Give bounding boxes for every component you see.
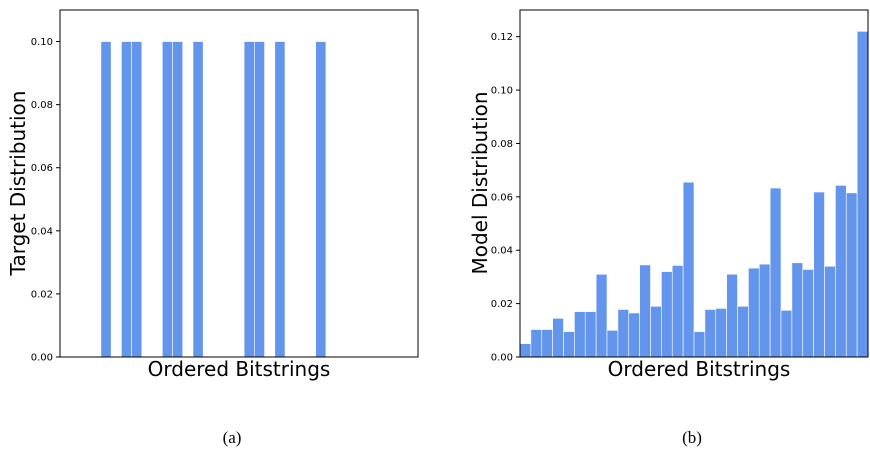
bar-b-5 — [574, 311, 586, 358]
bar-a-4 — [100, 41, 112, 358]
bar-b-24 — [780, 309, 793, 358]
bar-b-19 — [726, 273, 738, 358]
bar-b-1 — [530, 329, 543, 358]
y-tick-label-a-2: 0.04 — [31, 226, 53, 237]
bar-a-11 — [172, 41, 184, 358]
y-tick-label-b-3: 0.06 — [491, 192, 513, 203]
bar-b-31 — [856, 31, 869, 358]
panel-a-bars — [100, 41, 327, 358]
bar-b-23 — [769, 187, 782, 358]
panel-b-y-axis-label: Model Distribution — [468, 91, 492, 274]
bar-b-3 — [552, 317, 564, 358]
panel-a-target-distribution: 0.00 0.02 0.04 0.06 0.08 0.10 Ordered Bitstri… — [6, 9, 419, 447]
panel-b-bars — [519, 31, 869, 358]
bar-b-8 — [606, 330, 619, 358]
bar-b-17 — [704, 309, 717, 358]
y-tick-label-b-0: 0.00 — [491, 353, 513, 364]
y-tick-label-b-4: 0.08 — [491, 139, 513, 150]
y-tick-label-b-2: 0.04 — [491, 246, 513, 257]
panel-a-axes-frame — [59, 9, 419, 358]
bar-b-18 — [715, 308, 727, 358]
panel-b-model-distribution: 0.00 0.02 0.04 0.06 0.08 0.10 0.12 Ordered Bit… — [468, 9, 869, 447]
bar-b-15 — [682, 181, 695, 358]
panel-b-axes-frame — [519, 9, 869, 358]
bar-a-18 — [243, 41, 255, 358]
y-tick-label-a-4: 0.08 — [31, 100, 53, 111]
bar-a-25 — [315, 41, 327, 358]
bar-b-9 — [617, 309, 630, 358]
bar-b-6 — [584, 311, 597, 358]
panel-b-y-ticks: 0.00 0.02 0.04 0.06 0.08 0.10 0.12 — [491, 32, 520, 364]
panel-b-x-axis-label: Ordered Bitstrings — [608, 357, 791, 381]
y-tick-label-a-3: 0.06 — [31, 163, 53, 174]
bar-b-13 — [661, 271, 673, 358]
y-tick-label-a-1: 0.02 — [31, 289, 53, 300]
bar-b-30 — [845, 192, 858, 358]
bar-b-20 — [737, 305, 749, 358]
bar-b-4 — [563, 331, 575, 358]
bar-b-2 — [541, 329, 553, 358]
bar-a-13 — [192, 41, 204, 358]
y-tick-label-b-1: 0.02 — [491, 299, 513, 310]
bar-b-16 — [693, 331, 706, 358]
y-tick-label-b-6: 0.12 — [491, 32, 513, 43]
bar-b-12 — [650, 305, 662, 358]
bar-a-10 — [161, 41, 173, 358]
bar-b-29 — [835, 185, 847, 358]
bar-b-10 — [628, 312, 640, 358]
bar-b-26 — [802, 269, 814, 358]
bar-b-14 — [671, 265, 684, 358]
bar-b-21 — [748, 267, 760, 358]
bar-b-7 — [595, 273, 608, 358]
panel-a-x-axis-label: Ordered Bitstrings — [148, 357, 331, 381]
bar-b-22 — [758, 263, 771, 358]
bar-b-0 — [519, 343, 532, 358]
y-tick-label-b-5: 0.10 — [491, 86, 513, 97]
bar-a-19 — [254, 41, 265, 358]
bar-b-27 — [813, 191, 825, 358]
y-tick-label-a-5: 0.10 — [31, 37, 53, 48]
bar-b-28 — [824, 265, 836, 358]
panel-a-y-axis-label: Target Distribution — [6, 91, 30, 277]
bar-a-6 — [121, 41, 132, 358]
panel-a-caption: (a) — [223, 428, 242, 447]
bar-b-25 — [791, 262, 804, 358]
bar-b-11 — [639, 264, 651, 358]
bar-a-7 — [131, 41, 143, 358]
bar-a-21 — [274, 41, 286, 358]
y-tick-label-a-0: 0.00 — [31, 353, 53, 364]
panel-a-y-ticks: 0.00 0.02 0.04 0.06 0.08 0.10 — [31, 37, 60, 364]
panel-b-caption: (b) — [682, 428, 702, 447]
